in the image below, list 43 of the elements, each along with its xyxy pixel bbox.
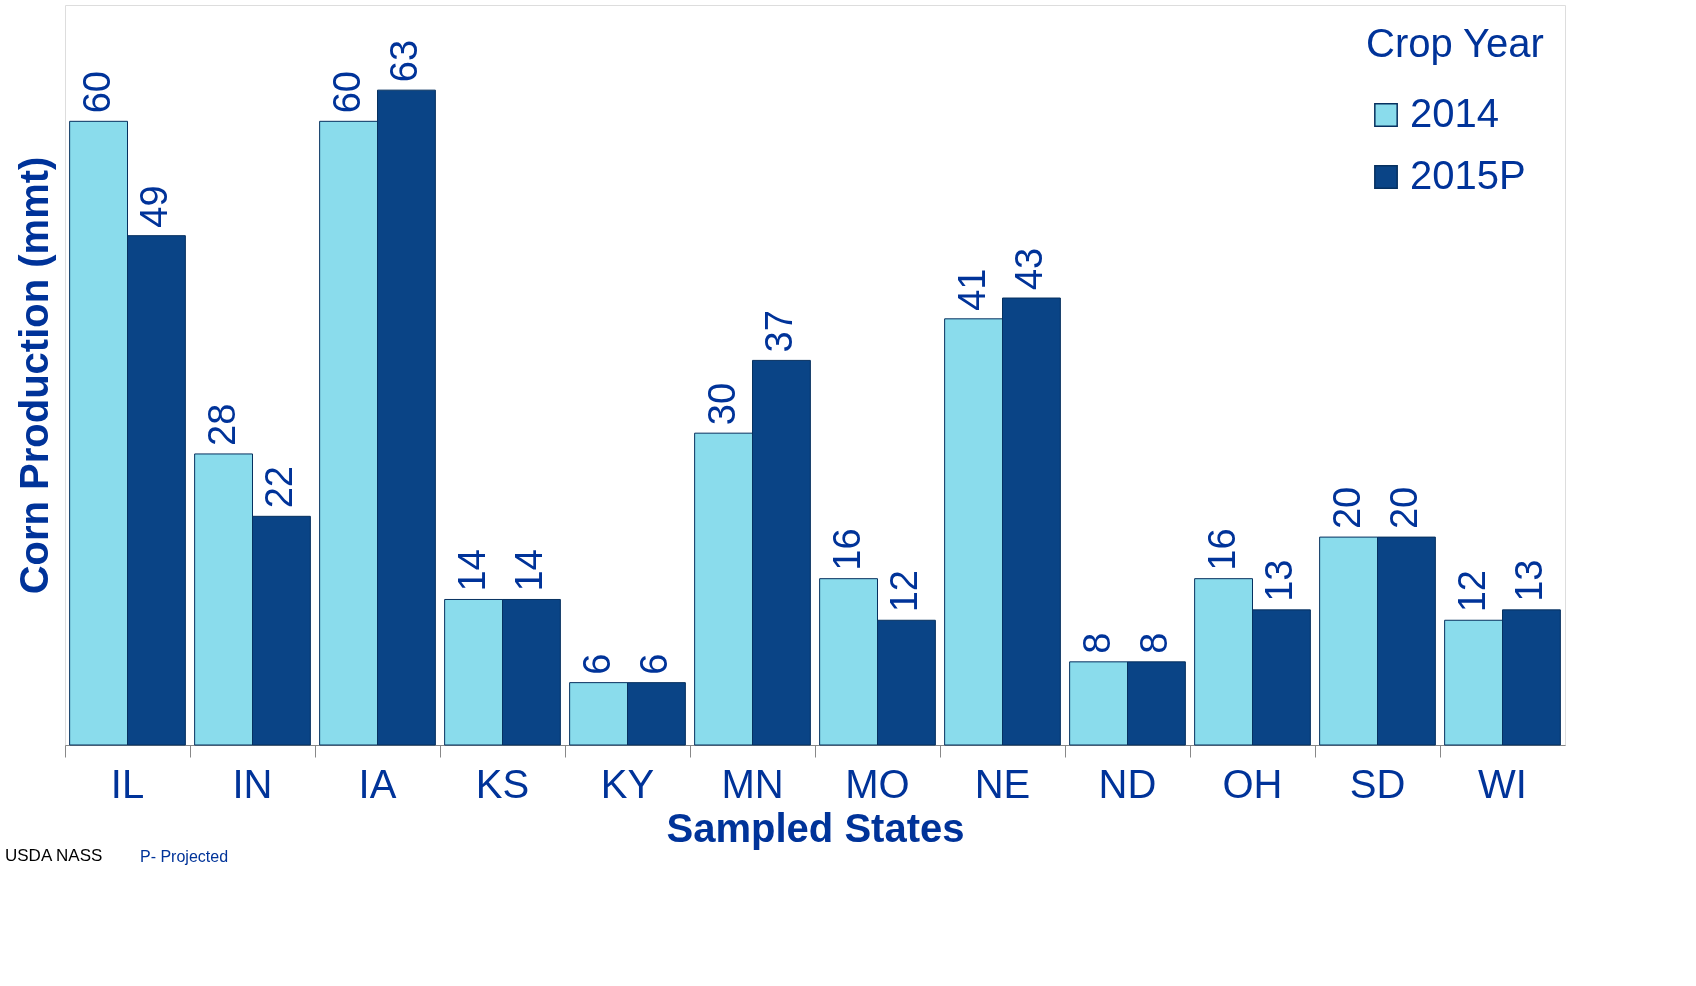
x-tick-label: NE: [974, 761, 1031, 806]
data-label: 60: [75, 71, 118, 114]
data-label: 20: [1325, 486, 1368, 530]
x-tick-label: OH: [1222, 761, 1283, 806]
x-tick-label: KS: [475, 761, 530, 806]
data-label: 63: [383, 39, 426, 83]
x-tick-label: IA: [358, 761, 397, 806]
data-label: 6: [575, 653, 618, 675]
data-label: 8: [1075, 632, 1118, 654]
data-label: 12: [1450, 569, 1493, 613]
data-label: 30: [700, 382, 743, 426]
data-label: 13: [1258, 559, 1301, 602]
x-tick-label: SD: [1349, 761, 1406, 806]
x-tick-label: WI: [1478, 761, 1527, 806]
data-label: 22: [258, 466, 301, 509]
legend-title: Crop Year: [1366, 21, 1544, 65]
data-label: 16: [1200, 528, 1243, 571]
data-label: 14: [508, 549, 551, 592]
text: USDA NASS: [5, 846, 103, 865]
data-label: 16: [825, 528, 868, 571]
x-tick-label: IN: [232, 761, 273, 806]
x-tick-label: KY: [600, 761, 655, 806]
data-label: 13: [1508, 559, 1551, 602]
x-tick-label: ND: [1098, 761, 1157, 806]
x-axis-title: Sampled States: [666, 805, 965, 850]
data-label: 28: [200, 403, 243, 446]
data-label: 6: [633, 653, 676, 675]
x-tick-label: MN: [721, 761, 784, 806]
data-label: 37: [758, 310, 801, 353]
text: P- Projected: [140, 848, 229, 865]
data-label: 49: [133, 185, 176, 228]
legend-label: 2014: [1410, 91, 1499, 135]
data-label: 12: [883, 569, 926, 613]
data-label: 60: [325, 71, 368, 114]
data-label: 14: [450, 549, 493, 592]
x-tick-label: IL: [110, 761, 145, 806]
y-axis-title: Corn Production (mmt): [11, 156, 56, 595]
legend-label: 2015P: [1410, 153, 1526, 197]
data-label: 43: [1008, 247, 1051, 291]
data-label: 20: [1383, 486, 1426, 530]
x-tick-label: MO: [845, 761, 910, 806]
data-label: 8: [1133, 632, 1176, 654]
data-label: 41: [950, 268, 993, 311]
